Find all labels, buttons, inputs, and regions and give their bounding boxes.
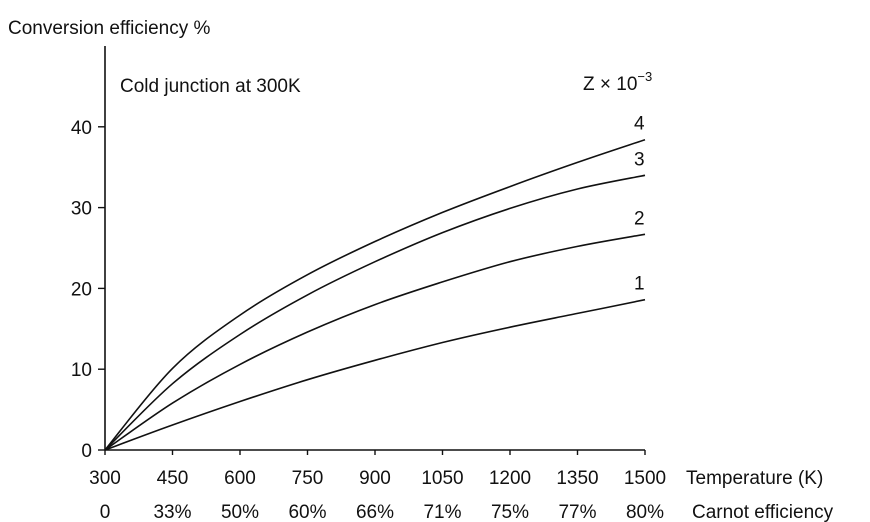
carnot-tick-label: 75% — [491, 502, 529, 522]
series-labels: 1 2 3 4 — [634, 114, 645, 295]
carnot-axis-label: Carnot efficiency — [692, 502, 834, 522]
x-tick-label: 1050 — [421, 468, 463, 489]
series-lines — [104, 138, 646, 451]
carnot-tick-label: 33% — [153, 502, 191, 522]
series-label-1: 1 — [634, 274, 645, 295]
series-line-4 — [104, 138, 646, 451]
y-tick-label: 10 — [71, 360, 92, 381]
carnot-tick-label: 77% — [558, 502, 596, 522]
x-tick-label: 1500 — [624, 468, 666, 489]
legend-title-exponent: −3 — [637, 69, 652, 84]
y-axis-label: Conversion efficiency % — [8, 18, 211, 39]
series-label-4: 4 — [634, 114, 645, 135]
y-tick-label: 0 — [81, 441, 92, 462]
carnot-ticks: 0 33% 50% 60% 66% 71% 75% 77% 80% — [100, 502, 664, 522]
cold-junction-annotation: Cold junction at 300K — [120, 76, 301, 97]
y-tick-label: 30 — [71, 199, 92, 220]
x-tick-label: 750 — [292, 468, 324, 489]
carnot-tick-label: 60% — [288, 502, 326, 522]
x-tick-label: 450 — [157, 468, 189, 489]
carnot-tick-label: 80% — [626, 502, 664, 522]
series-line-3 — [104, 174, 646, 451]
legend-title: Z × 10−3 — [583, 69, 652, 95]
x-tick-label: 300 — [89, 468, 121, 489]
y-ticks: 0 10 20 30 40 — [71, 118, 105, 462]
series-label-2: 2 — [634, 208, 645, 229]
carnot-tick-label: 66% — [356, 502, 394, 522]
legend-title-base: Z × 10 — [583, 74, 637, 95]
y-tick-label: 20 — [71, 279, 92, 300]
x-axis-label: Temperature (K) — [686, 468, 823, 489]
x-tick-label: 900 — [359, 468, 391, 489]
series-label-3: 3 — [634, 149, 645, 170]
x-tick-label: 600 — [224, 468, 256, 489]
x-ticks: 300 450 600 750 900 1050 1200 1350 1500 — [89, 450, 666, 489]
series-line-2 — [104, 233, 646, 451]
carnot-tick-label: 50% — [221, 502, 259, 522]
x-tick-label: 1350 — [556, 468, 598, 489]
y-tick-label: 40 — [71, 118, 92, 139]
carnot-tick-label: 0 — [100, 502, 111, 522]
series-line-1 — [104, 298, 646, 451]
carnot-tick-label: 71% — [423, 502, 461, 522]
x-tick-label: 1200 — [489, 468, 531, 489]
